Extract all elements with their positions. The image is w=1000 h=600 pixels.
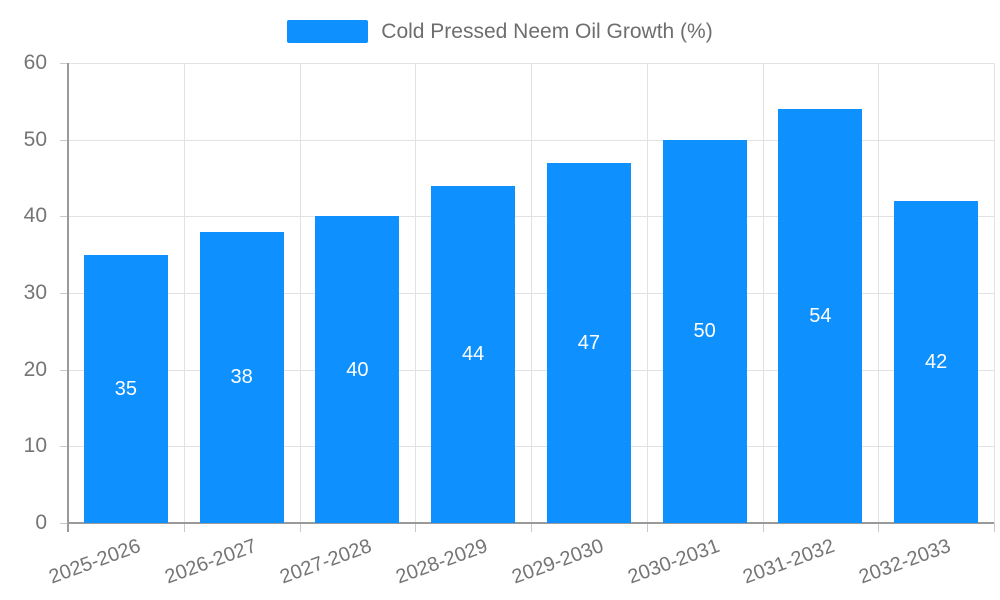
gridline-vertical — [878, 63, 880, 523]
bar-value-label: 54 — [809, 305, 832, 327]
y-tick-label: 0 — [35, 511, 47, 534]
y-tick-mark — [60, 293, 68, 294]
bar-2030-2031[interactable] — [662, 139, 747, 523]
bar-2029-2030[interactable] — [546, 162, 631, 523]
bar-2025-2026[interactable] — [83, 254, 168, 523]
gridline-vertical — [299, 63, 301, 523]
gridline-vertical — [762, 63, 764, 523]
y-tick-mark — [60, 139, 68, 141]
y-tick-label: 60 — [23, 51, 47, 74]
x-tick-mark — [994, 523, 995, 532]
y-tick-mark — [60, 63, 68, 64]
y-tick-label: 40 — [23, 204, 47, 228]
bar-2031-2032[interactable] — [778, 109, 863, 523]
y-tick-label: 50 — [23, 127, 47, 151]
y-tick-label: 10 — [23, 434, 47, 458]
gridline-vertical — [415, 63, 417, 523]
y-tick-mark — [60, 446, 68, 448]
gridline-vertical — [183, 63, 185, 523]
gridline-vertical — [646, 63, 648, 523]
bar-value-label: 38 — [230, 366, 253, 389]
bar-value-label: 35 — [114, 377, 137, 400]
bar-2027-2028[interactable] — [315, 216, 400, 523]
y-tick-label: 30 — [23, 281, 47, 304]
x-tick-mark — [646, 523, 648, 532]
legend[interactable]: Cold Pressed Neem Oil Growth (%) — [0, 17, 1000, 45]
bar-value-label: 50 — [693, 320, 716, 343]
legend-label: Cold Pressed Neem Oil Growth (%) — [381, 19, 713, 43]
x-tick-mark — [183, 523, 185, 532]
x-tick-mark — [531, 523, 532, 532]
bar-value-label: 42 — [925, 351, 948, 373]
gridline-vertical — [531, 63, 532, 523]
bar-value-label: 40 — [346, 358, 369, 381]
y-axis-line — [67, 63, 69, 532]
x-tick-mark — [299, 523, 301, 532]
bar-value-label: 47 — [577, 331, 600, 354]
x-tick-mark — [762, 523, 764, 532]
bar-value-label: 44 — [462, 343, 485, 366]
bar-2028-2029[interactable] — [431, 185, 516, 523]
x-tick-mark — [878, 523, 880, 532]
y-tick-label: 20 — [23, 357, 47, 381]
bar-2026-2027[interactable] — [199, 231, 284, 523]
y-tick-mark — [60, 369, 68, 371]
gridline-vertical — [994, 63, 995, 523]
x-tick-mark — [415, 523, 417, 532]
legend-swatch — [287, 19, 369, 43]
bar-2032-2033[interactable] — [894, 201, 979, 523]
y-tick-mark — [60, 216, 68, 218]
x-axis-line — [68, 522, 994, 524]
y-tick-mark — [60, 523, 68, 524]
